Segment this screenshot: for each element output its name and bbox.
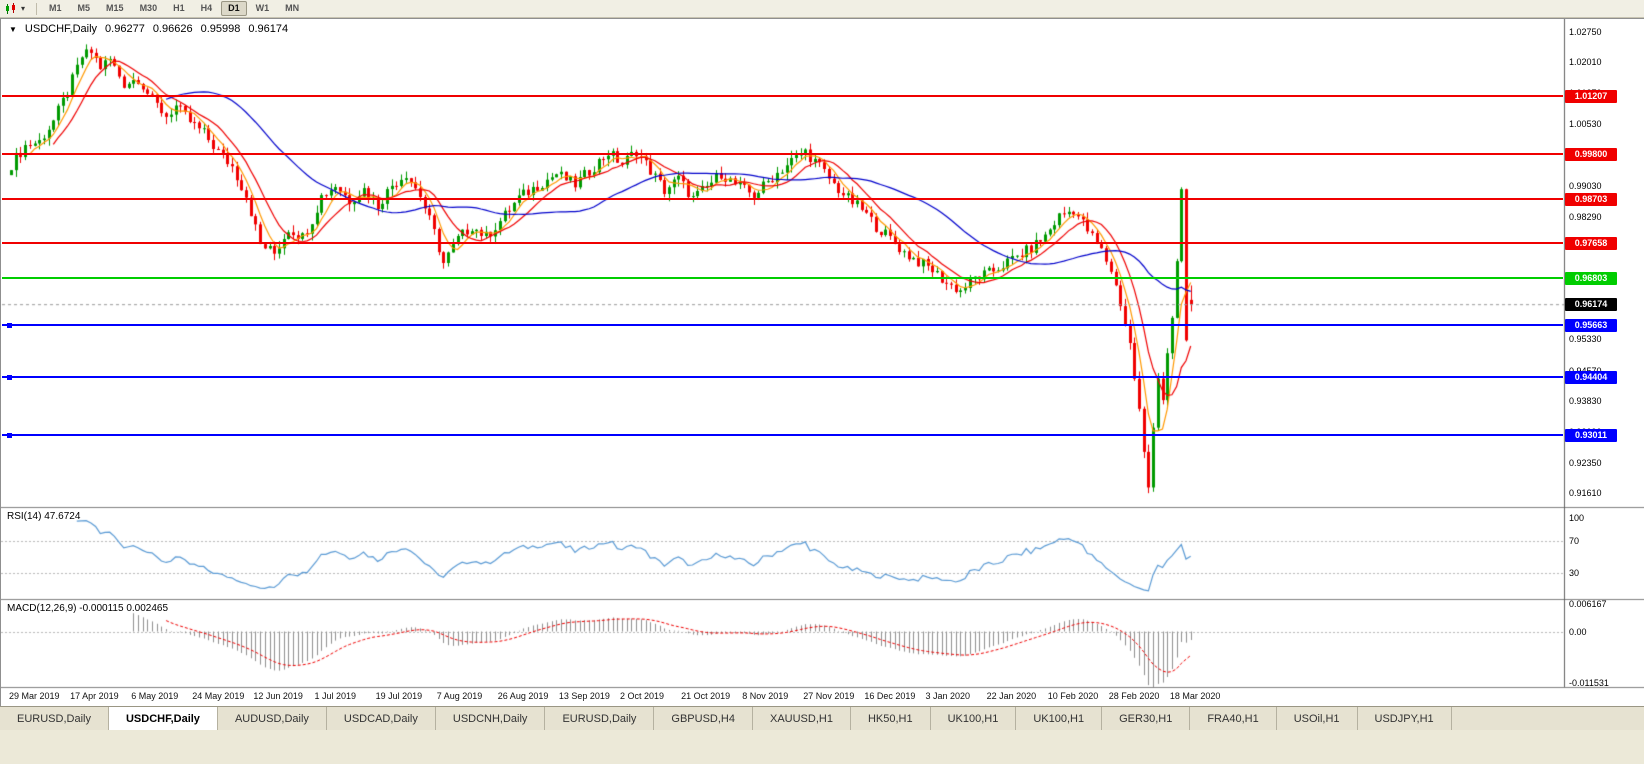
chart-tab-usdchf-daily[interactable]: USDCHF,Daily bbox=[108, 707, 218, 730]
date-axis-label: 24 May 2019 bbox=[192, 691, 245, 701]
timeframe-toolbar: ▾ M1 M5 M15 M30 H1 H4 D1 W1 MN bbox=[0, 0, 1644, 18]
timeframe-button-m1[interactable]: M1 bbox=[49, 3, 62, 13]
price-tick-label: 0.95330 bbox=[1569, 334, 1602, 345]
rsi-tick-label: 30 bbox=[1569, 567, 1580, 578]
chart-tab-hk50-h1[interactable]: HK50,H1 bbox=[850, 707, 931, 730]
chart-tab-usdcad-daily[interactable]: USDCAD,Daily bbox=[326, 707, 436, 730]
horizontal-level-line-0.99800[interactable] bbox=[2, 153, 1563, 155]
chart-tab-fra40-h1[interactable]: FRA40,H1 bbox=[1190, 707, 1277, 730]
ohlc-low-value: 0.95998 bbox=[200, 23, 241, 35]
price-tick-label: 0.91610 bbox=[1569, 488, 1602, 499]
horizontal-level-line-0.96803[interactable] bbox=[2, 277, 1563, 280]
chart-tab-uk100-h1[interactable]: UK100,H1 bbox=[1016, 707, 1103, 730]
timeframe-button-mn[interactable]: MN bbox=[285, 3, 300, 13]
price-level-badge-0.98703: 0.98703 bbox=[1565, 193, 1617, 207]
date-axis-label: 1 Jul 2019 bbox=[314, 691, 357, 701]
price-tick-label: 0.94570 bbox=[1569, 366, 1602, 376]
price-level-badge-0.99800: 0.99800 bbox=[1565, 148, 1617, 161]
date-axis-label: 3 Jan 2020 bbox=[925, 691, 971, 701]
chart-window: ▼ USDCHF,Daily 0.96277 0.96626 0.95998 0… bbox=[0, 18, 1644, 707]
ohlc-open-value: 0.96277 bbox=[105, 23, 145, 35]
horizontal-level-line-1.01207[interactable] bbox=[2, 94, 1563, 97]
price-level-badge-0.93011: 0.93011 bbox=[1565, 429, 1617, 443]
price-tick-label: 1.02010 bbox=[1569, 57, 1602, 68]
horizontal-level-line-0.94404[interactable] bbox=[2, 376, 1563, 379]
price-level-badge-0.96803: 0.96803 bbox=[1565, 272, 1617, 286]
timeframe-button-m15[interactable]: M15 bbox=[106, 3, 124, 13]
date-axis-label: 6 May 2019 bbox=[131, 691, 179, 701]
macd-indicator-label: MACD(12,26,9) -0.000115 0.002465 bbox=[7, 603, 169, 614]
date-axis-label: 13 Sep 2019 bbox=[558, 691, 610, 701]
chart-symbol-label: USDCHF,Daily bbox=[24, 23, 98, 35]
chart-tab-eurusd-daily[interactable]: EURUSD,Daily bbox=[0, 707, 109, 730]
date-axis-label: 28 Feb 2020 bbox=[1108, 691, 1160, 701]
price-tick-label: 1.02750 bbox=[1569, 26, 1602, 37]
price-level-badge-1.01207: 1.01207 bbox=[1565, 89, 1617, 103]
line-drag-handle[interactable] bbox=[7, 375, 12, 381]
rsi-indicator-label: RSI(14) 47.6724 bbox=[7, 511, 81, 522]
timeframe-button-h1[interactable]: H1 bbox=[173, 3, 185, 13]
chart-tab-xauusd-h1[interactable]: XAUUSD,H1 bbox=[752, 707, 851, 730]
date-axis-label: 19 Jul 2019 bbox=[375, 691, 423, 701]
timeframe-button-w1[interactable]: W1 bbox=[255, 3, 270, 13]
dropdown-caret-icon[interactable]: ▾ bbox=[21, 4, 26, 13]
price-tick-label: 0.99030 bbox=[1569, 180, 1602, 191]
price-tick-label: 0.92350 bbox=[1569, 457, 1602, 468]
price-chart-canvas[interactable] bbox=[1, 19, 1644, 707]
horizontal-level-line-0.97658[interactable] bbox=[2, 241, 1563, 244]
chart-tab-uk100-h1[interactable]: UK100,H1 bbox=[930, 707, 1017, 730]
timeframe-button-d1[interactable]: D1 bbox=[221, 1, 247, 16]
date-axis-label: 29 Mar 2019 bbox=[9, 691, 60, 701]
date-axis-label: 21 Oct 2019 bbox=[681, 691, 731, 701]
chart-tab-bar: EURUSD,Daily USDCHF,Daily AUDUSD,Daily USDC… bbox=[0, 706, 1644, 730]
chart-tab-gbpusd-h4[interactable]: GBPUSD,H4 bbox=[654, 707, 753, 730]
price-level-badge-0.97658: 0.97658 bbox=[1565, 236, 1617, 250]
macd-tick-label: -0.011531 bbox=[1569, 678, 1609, 688]
date-axis-label: 12 Jun 2019 bbox=[253, 691, 303, 701]
date-axis-label: 18 Mar 2020 bbox=[1169, 691, 1221, 701]
timeframe-button-m5[interactable]: M5 bbox=[77, 3, 91, 13]
date-axis-label: 7 Aug 2019 bbox=[436, 691, 483, 701]
chart-tab-usdcnh-daily[interactable]: USDCNH,Daily bbox=[435, 707, 546, 730]
horizontal-level-line-0.93011[interactable] bbox=[2, 434, 1563, 437]
price-tick-label: 0.93830 bbox=[1569, 396, 1602, 407]
timeframe-button-h4[interactable]: H4 bbox=[200, 3, 213, 13]
chart-tab-usdjpy-h1[interactable]: USDJPY,H1 bbox=[1357, 707, 1452, 730]
rsi-tick-label: 100 bbox=[1569, 513, 1585, 523]
timeframe-button-m30[interactable]: M30 bbox=[139, 3, 158, 13]
price-level-badge-0.95663: 0.95663 bbox=[1565, 319, 1617, 333]
date-axis-label: 27 Nov 2019 bbox=[803, 691, 855, 701]
date-axis-label: 26 Aug 2019 bbox=[497, 691, 549, 701]
date-axis-label: 22 Jan 2020 bbox=[986, 691, 1037, 701]
chart-type-icon[interactable] bbox=[4, 2, 19, 15]
price-level-badge-0.94404: 0.94404 bbox=[1565, 371, 1617, 385]
current-price-badge: 0.96174 bbox=[1565, 298, 1617, 312]
ohlc-high-value: 0.96626 bbox=[152, 23, 193, 35]
price-tick-label: 0.98290 bbox=[1569, 211, 1602, 222]
date-axis-label: 17 Apr 2019 bbox=[70, 691, 119, 701]
timeframe-buttons: M1 M5 M15 M30 H1 H4 D1 W1 MN bbox=[42, 1, 306, 16]
horizontal-level-line-0.95663[interactable] bbox=[2, 324, 1563, 327]
date-axis-label: 16 Dec 2019 bbox=[864, 691, 916, 701]
chart-title: ▼ USDCHF,Daily 0.96277 0.96626 0.95998 0… bbox=[9, 23, 288, 35]
macd-tick-label: 0.00 bbox=[1569, 626, 1587, 637]
line-drag-handle[interactable] bbox=[7, 433, 12, 439]
ohlc-close-value: 0.96174 bbox=[248, 23, 289, 35]
chart-marker-icon: ▼ bbox=[9, 24, 17, 34]
chart-tab-usoil-h1[interactable]: USOil,H1 bbox=[1276, 707, 1358, 730]
horizontal-level-line-0.98703[interactable] bbox=[2, 198, 1563, 201]
chart-tab-ger30-h1[interactable]: GER30,H1 bbox=[1102, 707, 1191, 730]
date-axis-label: 2 Oct 2019 bbox=[620, 691, 665, 701]
macd-tick-label: 0.006167 bbox=[1569, 599, 1607, 609]
line-drag-handle[interactable] bbox=[7, 323, 12, 329]
price-tick-label: 1.00530 bbox=[1569, 118, 1602, 129]
chart-tab-audusd-daily[interactable]: AUDUSD,Daily bbox=[217, 707, 327, 730]
toolbar-separator bbox=[36, 2, 38, 15]
rsi-tick-label: 70 bbox=[1569, 536, 1580, 547]
date-axis-label: 10 Feb 2020 bbox=[1047, 691, 1099, 701]
chart-tab-eurusd-daily[interactable]: EURUSD,Daily bbox=[545, 707, 655, 730]
date-axis-label: 8 Nov 2019 bbox=[742, 691, 789, 701]
